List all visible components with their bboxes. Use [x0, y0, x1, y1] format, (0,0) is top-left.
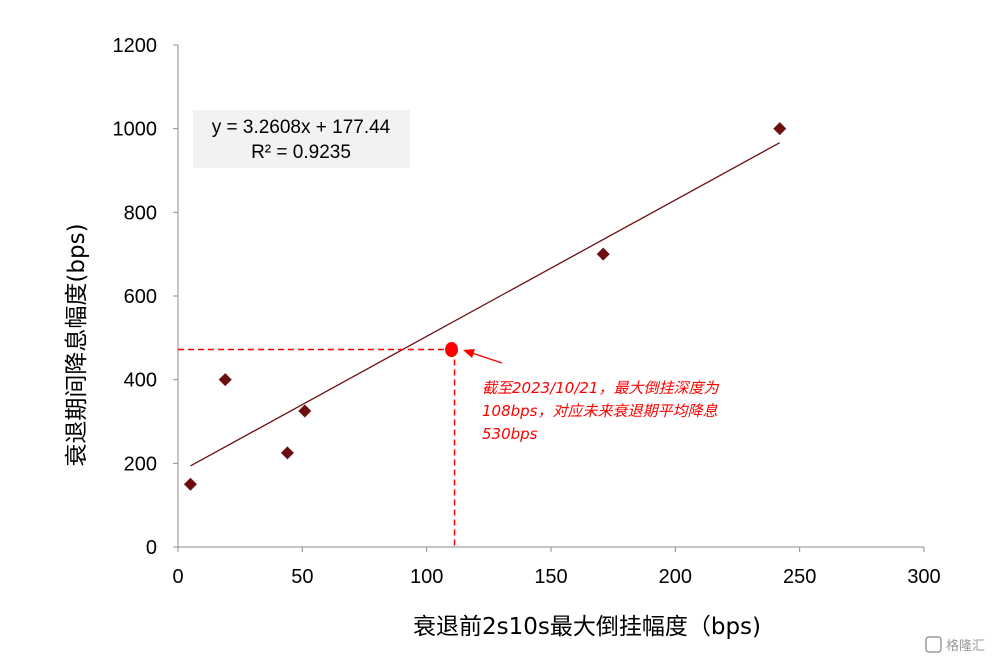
x-axis-title: 衰退前2s10s最大倒挂幅度（bps) [413, 614, 761, 640]
annotation-arrow-line [471, 352, 503, 364]
highlight-group [178, 342, 459, 547]
gelonghui-logo-icon [925, 636, 942, 653]
data-point [280, 446, 294, 460]
x-tick-label: 50 [291, 566, 313, 588]
x-axis-ticks: 0 50 100 150 200 250 300 [172, 547, 941, 588]
y-tick-label: 0 [146, 537, 157, 559]
watermark: 格隆汇 [925, 636, 985, 654]
data-point [218, 373, 232, 387]
x-tick-label: 250 [783, 566, 816, 588]
x-tick-label: 150 [534, 566, 567, 588]
x-tick-label: 0 [172, 566, 183, 588]
annotation-line-1: 截至2023/10/21，最大倒挂深度为 [482, 379, 719, 397]
watermark-text: 格隆汇 [946, 638, 985, 654]
annotation-arrowhead [463, 349, 475, 358]
x-tick-label: 100 [410, 566, 443, 588]
data-point [773, 122, 787, 136]
data-point [298, 404, 312, 418]
data-points [183, 122, 787, 491]
y-axis-ticks: 0 200 400 600 800 1000 1200 [113, 35, 178, 559]
y-tick-label: 800 [124, 202, 157, 224]
y-tick-label: 600 [124, 286, 157, 308]
data-point [183, 477, 197, 491]
equation-box [193, 110, 410, 168]
x-tick-label: 200 [659, 566, 692, 588]
y-tick-label: 400 [124, 370, 157, 392]
r-squared: R² = 0.9235 [251, 142, 351, 163]
data-point [596, 247, 610, 261]
trendline-path [190, 142, 781, 467]
x-tick-label: 300 [907, 566, 940, 588]
y-axis-title: 衰退期间降息幅度(bps) [64, 223, 90, 466]
annotation-line-3: 530bps [482, 425, 538, 443]
y-tick-label: 200 [124, 453, 157, 475]
y-tick-label: 1200 [113, 35, 158, 57]
trendline [190, 142, 781, 467]
highlight-point [445, 342, 459, 358]
annotation-line-2: 108bps，对应未来衰退期平均降息 [482, 402, 718, 420]
y-tick-label: 1000 [113, 119, 158, 141]
trendline-equation: y = 3.2608x + 177.44 [212, 117, 391, 138]
